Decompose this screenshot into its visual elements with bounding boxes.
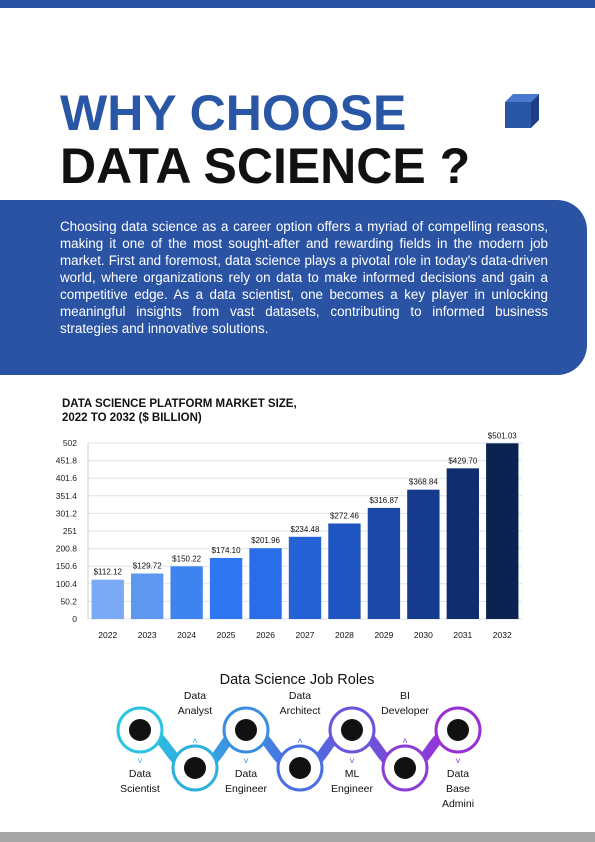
bar — [249, 548, 282, 619]
value-label: $272.46 — [330, 511, 359, 520]
chevron: ˅ — [243, 756, 248, 766]
role-label: ML — [345, 768, 360, 780]
role-label: BI — [400, 690, 410, 702]
top-bar — [0, 0, 595, 8]
chart: DATA SCIENCE PLATFORM MARKET SIZE, 2022 T… — [56, 398, 522, 640]
title-line: WHY CHOOSE — [60, 85, 407, 141]
y-tick-label: 150.6 — [56, 561, 78, 571]
y-tick-label: 0 — [72, 614, 77, 624]
section-title: Data Science Job Roles — [220, 672, 375, 688]
chart-title: DATA SCIENCE PLATFORM MARKET SIZE, — [62, 398, 297, 410]
y-tick-label: 100.4 — [56, 579, 78, 589]
cube-icon — [505, 94, 539, 128]
role-label: Data — [289, 690, 311, 702]
chevron: ˄ — [402, 736, 407, 746]
role-label: Developer — [381, 705, 429, 717]
x-tick-label: 2030 — [414, 630, 433, 640]
role-icon — [235, 719, 257, 741]
role-icon — [341, 719, 363, 741]
chart-title: 2022 TO 2032 ($ BILLION) — [62, 412, 202, 424]
value-label: $501.03 — [488, 431, 517, 440]
bar — [367, 507, 401, 619]
intro-text: Choosing data science as a career option… — [60, 219, 548, 336]
role-icon — [184, 757, 206, 779]
value-label: $112.12 — [94, 568, 123, 577]
bar — [486, 443, 519, 619]
role-icon — [394, 757, 416, 779]
y-tick-label: 351.4 — [56, 491, 78, 501]
chevron: ˄ — [192, 736, 197, 746]
role-icon — [447, 719, 469, 741]
x-tick-label: 2025 — [217, 630, 236, 640]
chevron: ˅ — [455, 756, 460, 766]
x-tick-label: 2024 — [177, 630, 196, 640]
bar — [170, 566, 203, 619]
role-label: Admini — [442, 798, 474, 810]
value-label: $129.72 — [133, 562, 162, 571]
value-label: $174.10 — [212, 546, 241, 555]
x-tick-label: 2026 — [256, 630, 275, 640]
x-tick-label: 2032 — [493, 630, 512, 640]
bar — [91, 579, 124, 619]
x-tick-label: 2029 — [374, 630, 393, 640]
x-tick-label: 2022 — [98, 630, 117, 640]
y-tick-label: 451.8 — [56, 456, 78, 466]
intro-panel — [0, 200, 587, 375]
x-tick-label: 2027 — [296, 630, 315, 640]
x-tick-label: 2023 — [138, 630, 157, 640]
role-label: Data — [235, 768, 257, 780]
role-label: Scientist — [120, 783, 160, 795]
role-label: Data — [184, 690, 206, 702]
bar — [131, 573, 164, 619]
x-tick-label: 2028 — [335, 630, 354, 640]
role-label: Data — [447, 768, 469, 780]
value-label: $234.48 — [291, 525, 320, 534]
value-label: $429.70 — [448, 456, 477, 465]
y-tick-label: 200.8 — [56, 544, 78, 554]
bar — [209, 557, 243, 619]
chevron: ˄ — [297, 736, 302, 746]
chevron: ˅ — [137, 756, 142, 766]
role-icon — [289, 757, 311, 779]
y-tick-label: 502 — [63, 438, 77, 448]
role-label: Architect — [280, 705, 321, 717]
value-label: $201.96 — [251, 536, 280, 545]
job-roles: Data Science Job Roles ˅ Data Scientist ˄ Dat… — [116, 672, 482, 810]
role-label: Engineer — [331, 783, 374, 795]
bar — [446, 468, 479, 619]
bar — [407, 489, 440, 619]
role-icon — [129, 719, 151, 741]
role-label: Analyst — [178, 705, 213, 717]
role-label: Engineer — [225, 783, 268, 795]
bar — [288, 536, 322, 619]
y-tick-label: 401.6 — [56, 473, 78, 483]
value-label: $150.22 — [172, 554, 201, 563]
chevron: ˅ — [349, 756, 354, 766]
bottom-bar — [0, 832, 595, 842]
title-line: DATA SCIENCE ? — [60, 138, 471, 194]
role-label: Base — [446, 783, 470, 795]
y-tick-label: 50.2 — [60, 596, 77, 606]
y-tick-label: 301.2 — [56, 508, 78, 518]
y-tick-label: 251 — [63, 526, 77, 536]
x-tick-label: 2031 — [453, 630, 472, 640]
bar — [328, 523, 361, 619]
value-label: $368.84 — [409, 478, 438, 487]
role-label: Data — [129, 768, 151, 780]
value-label: $316.87 — [369, 496, 398, 505]
